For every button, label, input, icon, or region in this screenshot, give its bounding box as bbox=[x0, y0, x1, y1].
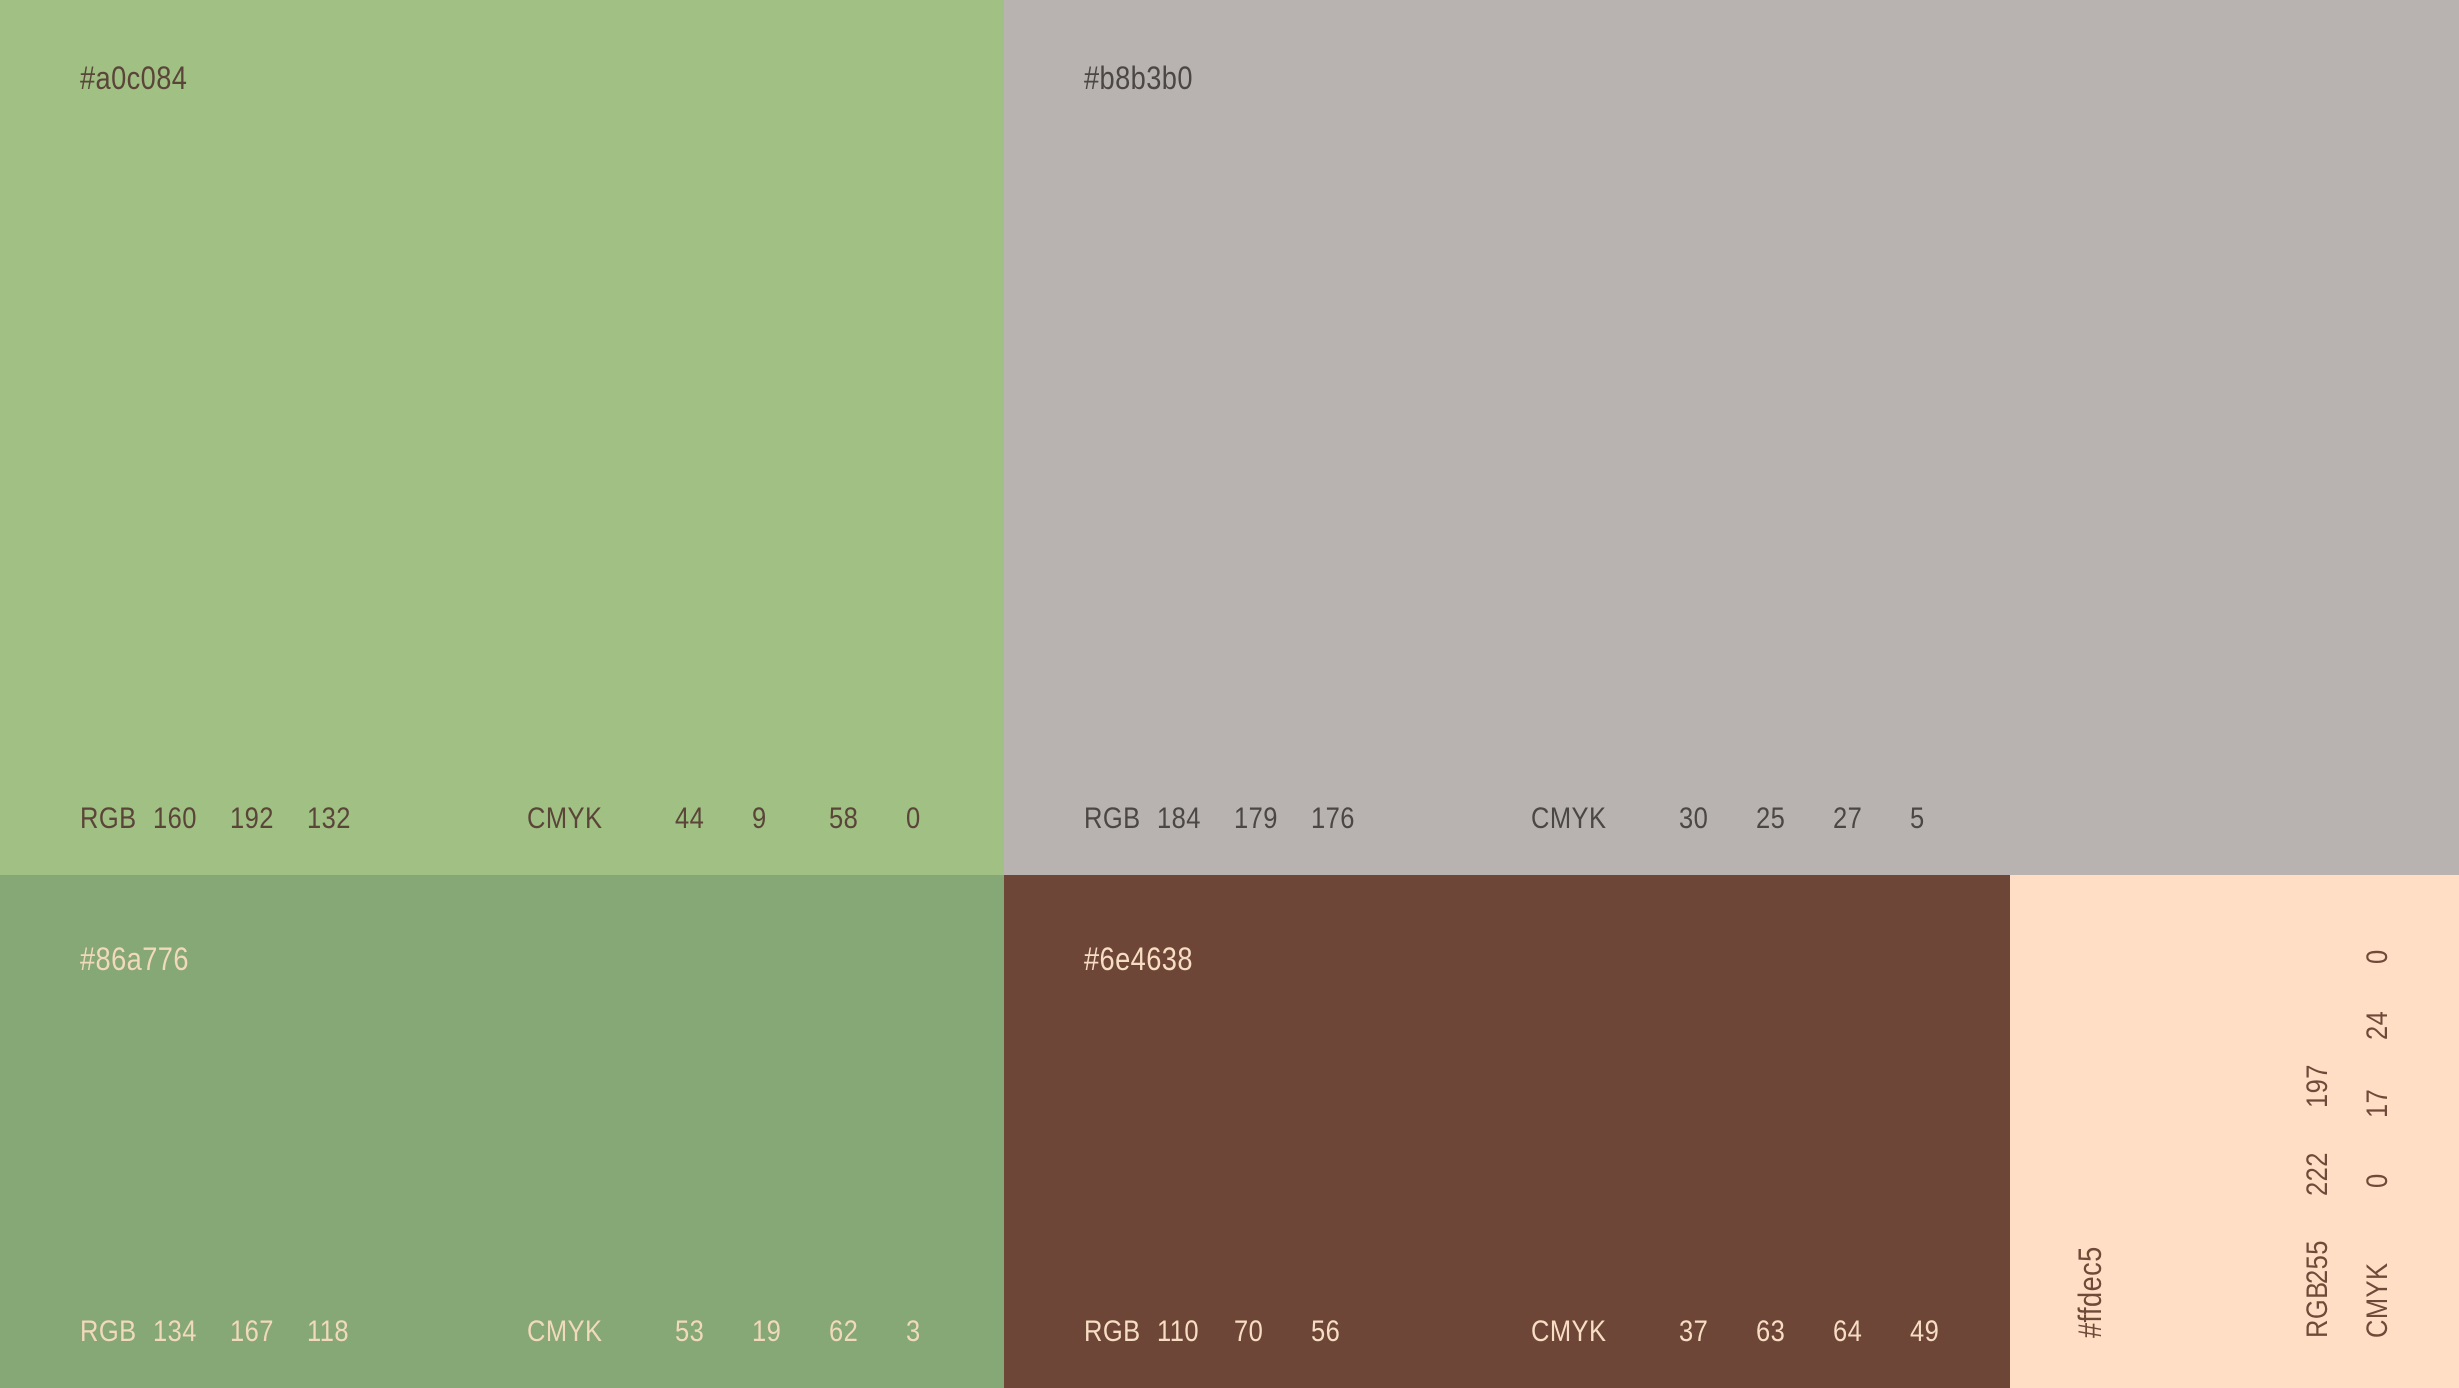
cmyk-k-value: 0 bbox=[2361, 949, 2394, 964]
cmyk-c-value: 37 bbox=[1679, 1315, 1709, 1348]
rgb-g-value: 70 bbox=[1234, 1315, 1264, 1348]
color-values-row: RGB 110 70 56 CMYK 37 63 64 49 bbox=[1004, 1317, 2010, 1347]
cmyk-c-value: 53 bbox=[675, 1315, 705, 1348]
hex-code-label: #b8b3b0 bbox=[1084, 60, 1193, 96]
cmyk-label: CMYK bbox=[2361, 1262, 2394, 1338]
rgb-r-value: 110 bbox=[1157, 1315, 1199, 1348]
cmyk-y-value: 58 bbox=[829, 802, 859, 835]
rgb-g-value: 192 bbox=[230, 802, 274, 835]
hex-code-label: #a0c084 bbox=[80, 60, 188, 96]
cmyk-y-value: 27 bbox=[1833, 802, 1863, 835]
rgb-label: RGB bbox=[80, 802, 137, 835]
rgb-g-value: 167 bbox=[230, 1315, 274, 1348]
cmyk-m-value: 63 bbox=[1756, 1315, 1786, 1348]
cmyk-k-value: 0 bbox=[906, 802, 921, 835]
rgb-b-value: 118 bbox=[307, 1315, 349, 1348]
cmyk-c-value: 44 bbox=[675, 802, 705, 835]
rgb-label: RGB bbox=[80, 1315, 137, 1348]
rgb-label: RGB bbox=[1084, 802, 1141, 835]
cmyk-m-value: 25 bbox=[1756, 802, 1786, 835]
swatch-86a776: #86a776 RGB 134 167 118 CMYK 53 19 62 3 bbox=[0, 875, 1004, 1388]
cmyk-y-value: 64 bbox=[1833, 1315, 1863, 1348]
rgb-r-value: 255 bbox=[2301, 1240, 2334, 1284]
swatch-ffdec5: #ffdec5 RGB 255 222 197 CMYK 0 17 24 0 bbox=[2010, 875, 2459, 1388]
color-values-row: RGB 134 167 118 CMYK 53 19 62 3 bbox=[0, 1317, 1004, 1347]
rgb-label: RGB bbox=[2301, 1281, 2334, 1338]
rgb-g-value: 222 bbox=[2301, 1152, 2334, 1196]
cmyk-label: CMYK bbox=[1531, 802, 1607, 835]
rgb-r-value: 184 bbox=[1157, 802, 1201, 835]
rgb-values-row: RGB 255 222 197 bbox=[2301, 875, 2334, 1388]
cmyk-c-value: 30 bbox=[1679, 802, 1709, 835]
cmyk-k-value: 5 bbox=[1910, 802, 1925, 835]
cmyk-c-value: 0 bbox=[2361, 1173, 2394, 1188]
cmyk-m-value: 19 bbox=[752, 1315, 782, 1348]
hex-code-label: #6e4638 bbox=[1084, 941, 1193, 977]
rgb-b-value: 56 bbox=[1311, 1315, 1341, 1348]
cmyk-values-row: CMYK 0 17 24 0 bbox=[2361, 875, 2394, 1388]
rgb-b-value: 176 bbox=[1311, 802, 1355, 835]
rgb-b-value: 132 bbox=[307, 802, 351, 835]
rgb-label: RGB bbox=[1084, 1315, 1141, 1348]
cmyk-label: CMYK bbox=[1531, 1315, 1607, 1348]
rgb-g-value: 179 bbox=[1234, 802, 1278, 835]
color-values-row: RGB 160 192 132 CMYK 44 9 58 0 bbox=[0, 804, 1004, 834]
swatch-a0c084: #a0c084 RGB 160 192 132 CMYK 44 9 58 0 bbox=[0, 0, 1004, 875]
cmyk-k-value: 3 bbox=[906, 1315, 921, 1348]
color-values-row: RGB 184 179 176 CMYK 30 25 27 5 bbox=[1004, 804, 2459, 834]
rgb-r-value: 160 bbox=[153, 802, 197, 835]
rgb-b-value: 197 bbox=[2301, 1064, 2334, 1108]
swatch-b8b3b0: #b8b3b0 RGB 184 179 176 CMYK 30 25 27 5 bbox=[1004, 0, 2459, 875]
cmyk-label: CMYK bbox=[527, 1315, 603, 1348]
cmyk-y-value: 62 bbox=[829, 1315, 859, 1348]
rgb-r-value: 134 bbox=[153, 1315, 197, 1348]
cmyk-y-value: 24 bbox=[2361, 1010, 2394, 1040]
swatch-6e4638: #6e4638 RGB 110 70 56 CMYK 37 63 64 49 bbox=[1004, 875, 2010, 1388]
hex-code-label: #86a776 bbox=[80, 941, 189, 977]
cmyk-label: CMYK bbox=[527, 802, 603, 835]
hex-code-label: #ffdec5 bbox=[2072, 1246, 2108, 1338]
cmyk-m-value: 17 bbox=[2361, 1088, 2394, 1118]
cmyk-m-value: 9 bbox=[752, 802, 767, 835]
cmyk-k-value: 49 bbox=[1910, 1315, 1940, 1348]
